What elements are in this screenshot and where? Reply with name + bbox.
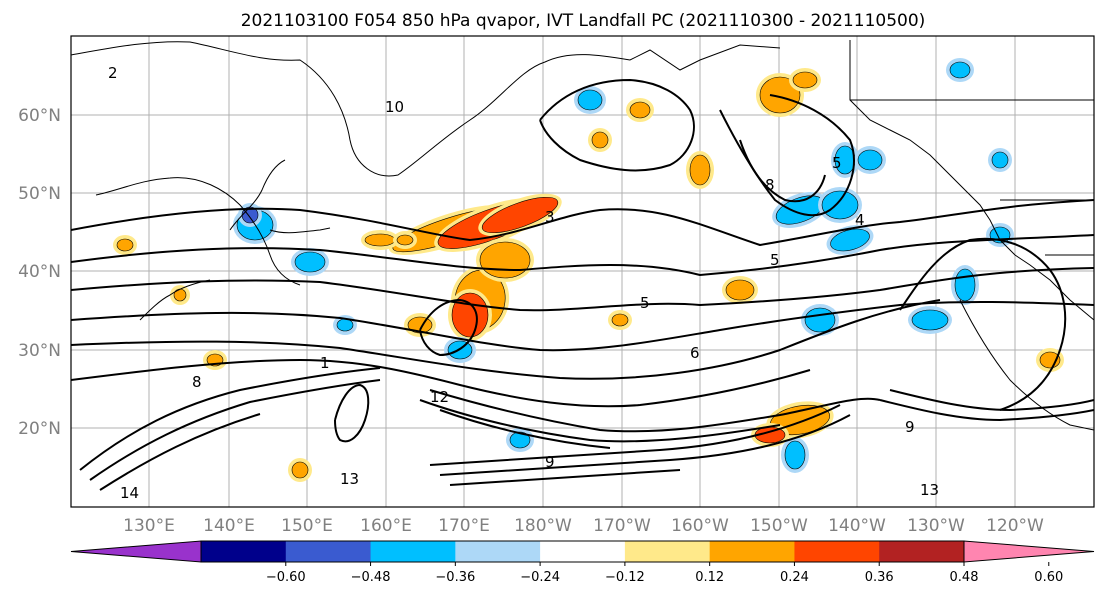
- contour-label: 9: [545, 453, 555, 471]
- colorbar-tick-label: 0.48: [950, 570, 979, 585]
- lat-label-20n: 20°N: [18, 419, 61, 439]
- anomaly-fill: [804, 307, 836, 333]
- anomaly-fill: [725, 279, 755, 301]
- coastlines: [71, 40, 1094, 431]
- lat-label-30n: 30°N: [18, 341, 61, 361]
- colorbar-segment: [624, 541, 711, 562]
- colorbar-extend-high: [963, 540, 1095, 563]
- colorbar-tick-label: 0.36: [865, 570, 894, 585]
- anomaly-fill: [830, 228, 870, 252]
- contour-label: 8: [192, 373, 202, 391]
- lon-label-160e: 160°E: [360, 516, 412, 536]
- lat-label-50n: 50°N: [18, 184, 61, 204]
- colorbar-segment: [285, 541, 372, 562]
- colorbar-segment: [370, 541, 456, 562]
- anomaly-fill: [294, 251, 326, 273]
- colorbar-tick-label: −0.48: [351, 570, 391, 585]
- colorbar-tick-label: 0.60: [1034, 570, 1063, 585]
- chart-title: 2021103100 F054 850 hPa qvapor, IVT Land…: [241, 11, 926, 31]
- colorbar-segment: [879, 541, 965, 562]
- ivt-contours: [71, 78, 1094, 491]
- anomaly-fill: [481, 196, 559, 234]
- longitude-labels: 130°E 140°E 150°E 160°E 170°E 180°W 170°…: [123, 516, 1044, 536]
- colorbar-tick-label: −0.24: [520, 570, 560, 585]
- latitude-labels: 60°N 50°N 40°N 30°N 20°N: [18, 106, 61, 439]
- anomaly-fill: [336, 318, 354, 332]
- lon-label-150w: 150°W: [750, 516, 808, 536]
- map-panel: 2 10 3 5 6 8 9 12 13 14 1 4 5 8 9 13 5: [70, 35, 1095, 508]
- anomaly-fill: [954, 268, 976, 302]
- contour-label: 10: [385, 98, 404, 116]
- anomaly-fill: [577, 89, 603, 111]
- anomaly-fill: [857, 149, 883, 171]
- contour-label: 5: [770, 251, 780, 269]
- colorbar-tick-label: 0.24: [780, 570, 809, 585]
- colorbar-tick-labels: −0.60 −0.48 −0.36 −0.24 −0.12 0.12 0.24 0.36 0.4…: [266, 562, 1063, 585]
- lon-label-130w: 130°W: [907, 516, 965, 536]
- contour-label: 9: [905, 418, 915, 436]
- anomaly-fill: [396, 234, 414, 246]
- anomaly-fill: [784, 440, 806, 470]
- contour-label: 2: [108, 64, 118, 82]
- anomaly-fill: [911, 309, 949, 331]
- anomaly-fill: [509, 431, 531, 449]
- anomaly-fill: [116, 238, 134, 252]
- lon-label-170w: 170°W: [593, 516, 651, 536]
- contour-label: 4: [855, 211, 865, 229]
- anomaly-fill: [689, 154, 711, 186]
- contour-label: 1: [320, 354, 330, 372]
- contour-label: 6: [690, 344, 700, 362]
- lon-label-120w: 120°W: [986, 516, 1044, 536]
- colorbar-extend-low: [70, 540, 202, 563]
- anomaly-fill: [591, 131, 609, 149]
- anomaly-fill: [364, 233, 396, 247]
- colorbar-tick-label: −0.60: [266, 570, 306, 585]
- contour-label: 12: [430, 388, 449, 406]
- contour-label: 8: [765, 176, 775, 194]
- map-frame: [70, 35, 1095, 508]
- colorbar-frame: [200, 540, 965, 563]
- anomaly-fill: [629, 101, 651, 119]
- anomaly-fill: [611, 313, 629, 327]
- anomaly-fill: [173, 288, 187, 302]
- lon-label-140w: 140°W: [828, 516, 886, 536]
- contour-label: 5: [640, 294, 650, 312]
- contour-label: 13: [340, 470, 359, 488]
- contour-label: 13: [920, 481, 939, 499]
- contour-label: 3: [545, 208, 555, 226]
- contour-label: 5: [832, 154, 842, 172]
- colorbar-tick-label: −0.36: [435, 570, 475, 585]
- colorbar-tick-label: 0.12: [695, 570, 724, 585]
- anomaly-fill: [291, 461, 309, 479]
- lon-label-180w: 180°W: [514, 516, 572, 536]
- lat-label-40n: 40°N: [18, 262, 61, 282]
- colorbar-segment: [201, 541, 287, 562]
- colorbar-segment: [455, 541, 541, 562]
- anomaly-fill: [949, 61, 971, 79]
- lon-label-140e: 140°E: [203, 516, 255, 536]
- anomaly-fill: [479, 241, 531, 279]
- anomaly-fill: [759, 76, 801, 114]
- colorbar-segment: [794, 541, 880, 562]
- lon-label-150e: 150°E: [281, 516, 333, 536]
- colorbar-segment: [709, 541, 795, 562]
- lon-label-130e: 130°E: [123, 516, 175, 536]
- lon-label-170e: 170°E: [438, 516, 490, 536]
- anomaly-fill: [991, 151, 1009, 169]
- anomaly-fill: [451, 292, 489, 338]
- colorbar: [70, 540, 1095, 563]
- lat-label-60n: 60°N: [18, 106, 61, 126]
- lon-label-160w: 160°W: [671, 516, 729, 536]
- contour-labels: 2 10 3 5 6 8 9 12 13 14 1 4 5 8 9 13 5: [108, 64, 939, 502]
- contour-label: 14: [120, 484, 139, 502]
- anomaly-fill: [792, 71, 818, 89]
- anomaly-fill: [821, 190, 859, 220]
- colorbar-tick-label: −0.12: [605, 570, 645, 585]
- colorbar-segment: [540, 541, 626, 562]
